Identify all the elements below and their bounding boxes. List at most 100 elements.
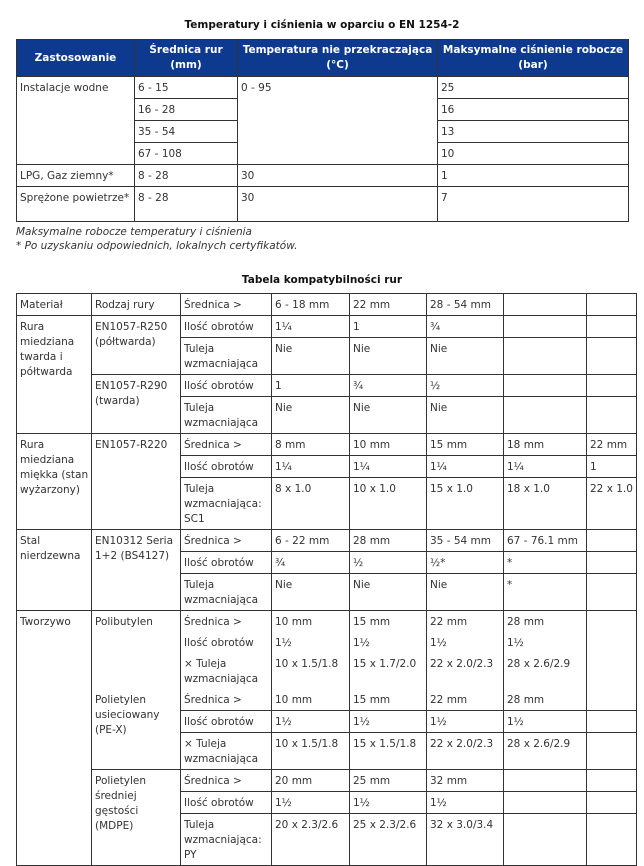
diameter-cell: 67 - 108	[134, 142, 238, 165]
pipe-type-cell: EN10312 Seria 1+2 (BS4127)	[91, 529, 181, 611]
table-row: Materiał Rodzaj rury Średnica >6 - 18 mm 22…	[16, 293, 637, 316]
value-cell: ½	[349, 551, 427, 574]
row-label: Średnica >	[180, 769, 272, 792]
row-label: Średnica >	[180, 610, 272, 632]
value-cell: Nie	[271, 396, 350, 434]
table-row: Stal nierdzewna EN10312 Seria 1+2 (BS4127…	[16, 529, 637, 611]
row-label: Średnica >	[180, 433, 272, 456]
value-cell: 22 mm	[426, 689, 504, 711]
value-cell	[586, 769, 637, 792]
value-cell: 22 mm	[586, 433, 637, 456]
row-label: Tuleja wzmacniająca	[180, 396, 272, 434]
header-cell: Zastosowanie	[16, 39, 135, 77]
value-cell: 35 - 54 mm	[426, 529, 504, 552]
pressure-cell: 1	[437, 164, 629, 187]
row-label: Ilość obrotów	[180, 315, 272, 338]
value-cell: 1½	[271, 791, 350, 814]
header-cell: Rodzaj rury	[91, 293, 181, 316]
table-row: Instalacje wodne 6 - 15 0 - 95 25	[16, 76, 629, 165]
table-row: Polietylen usieciowany (PE-X) Średnica >1…	[17, 689, 637, 770]
table2-title: Tabela kompatybilności rur	[241, 274, 403, 286]
value-cell: 67 - 76.1 mm	[503, 529, 587, 552]
table-row: Ilość obrotów 1¼ 1¼ 1¼ 1¼ 1	[17, 455, 637, 478]
table-row: Ilość obrotów 1½ 1½ 1½ 1½	[17, 710, 637, 733]
value-cell	[586, 732, 637, 770]
material-cell: Rura miedziana miękka (stan wyżarzony)	[16, 433, 92, 530]
pipe-type-cell: Polibutylen	[91, 610, 181, 689]
value-cell: 22 mm	[426, 610, 504, 632]
application-cell: LPG, Gaz ziemny*	[16, 164, 135, 187]
value-cell	[503, 791, 587, 814]
value-cell: 1	[586, 455, 637, 478]
table-row: Ilość obrotów 1½ 1½ 1½ 1½	[17, 632, 637, 653]
value-cell: 15 mm	[426, 433, 504, 456]
value-cell	[586, 689, 637, 711]
pressure-cell: 10	[437, 142, 629, 165]
header-cell: 28 - 54 mm	[426, 293, 504, 316]
value-cell: Nie	[349, 573, 427, 611]
value-cell: Nie	[426, 337, 504, 375]
value-cell: 25 mm	[349, 769, 427, 792]
value-cell: 28 mm	[503, 610, 587, 632]
header-cell: Średnica rur (mm)	[134, 39, 238, 77]
row-label: Tuleja wzmacniająca: SC1	[180, 477, 272, 530]
value-cell	[503, 813, 587, 866]
row-label: × Tuleja wzmacniająca	[180, 732, 272, 770]
value-cell: Nie	[426, 396, 504, 434]
row-label: × Tuleja wzmacniająca	[180, 653, 272, 689]
value-cell: 1½	[503, 710, 587, 733]
application-cell: Instalacje wodne	[16, 76, 135, 165]
application-cell: Sprężone powietrze*	[16, 186, 135, 222]
value-cell	[586, 610, 637, 632]
material-cell: Tworzywo	[16, 610, 92, 866]
table-row: Ilość obrotów ¾ ½ ½* *	[17, 551, 637, 574]
value-cell: ½*	[426, 551, 504, 574]
table-header-row: Zastosowanie Średnica rur (mm) Temperatu…	[16, 39, 629, 77]
value-cell: 6 - 22 mm	[271, 529, 350, 552]
value-cell: 1¼	[503, 455, 587, 478]
diameter-cell: 16 - 28	[134, 98, 238, 121]
value-cell	[586, 710, 637, 733]
value-cell: ½	[426, 374, 504, 397]
value-cell: 32 mm	[426, 769, 504, 792]
table-row: Tuleja wzmacniająca Nie Nie Nie *	[17, 573, 637, 611]
pipe-type-cell: EN1057-R220	[91, 433, 181, 530]
value-cell: 8 mm	[271, 433, 350, 456]
material-cell: Stal nierdzewna	[16, 529, 92, 611]
pipe-compatibility-table: Materiał Rodzaj rury Średnica >6 - 18 mm 22…	[16, 293, 637, 866]
value-cell	[586, 396, 637, 434]
value-cell: ¾	[426, 315, 504, 338]
row-label: Tuleja wzmacniająca	[180, 337, 272, 375]
pressure-cell: 13	[437, 120, 629, 143]
pressure-cell: 25	[437, 76, 629, 99]
value-cell: ¾	[349, 374, 427, 397]
table-row: Tuleja wzmacniająca Nie Nie Nie	[17, 396, 637, 434]
value-cell: ¾	[271, 551, 350, 574]
pipe-type-cell: EN1057-R290 (twarda)	[91, 374, 181, 434]
value-cell: 1	[349, 315, 427, 338]
diameter-cell: 6 - 15	[134, 76, 238, 99]
value-cell: 1½	[426, 791, 504, 814]
value-cell: 1¼	[271, 455, 350, 478]
row-label: Ilość obrotów	[180, 632, 272, 653]
value-cell: 1½	[349, 791, 427, 814]
table-row: EN1057-R290 (twarda) Ilość obrotów 1 ¾ ½	[17, 374, 637, 434]
header-cell: 22 mm	[349, 293, 427, 316]
header-cell: Temperatura nie przekraczająca (°C)	[237, 39, 438, 77]
value-cell	[586, 551, 637, 574]
value-cell: 1½	[426, 710, 504, 733]
value-cell: 20 mm	[271, 769, 350, 792]
header-cell: Maksymalne ciśnienie robocze (bar)	[437, 39, 629, 77]
value-cell: 1¼	[271, 315, 350, 338]
value-cell: 1½	[349, 710, 427, 733]
table-row: LPG, Gaz ziemny* 8 - 28 30 1	[16, 164, 629, 187]
value-cell	[586, 315, 637, 338]
value-cell	[586, 813, 637, 866]
row-label: Ilość obrotów	[180, 374, 272, 397]
row-label: Ilość obrotów	[180, 551, 272, 574]
note: Maksymalne robocze temperatury i ciśnien…	[16, 226, 252, 238]
value-cell	[503, 396, 587, 434]
value-cell: 1½	[503, 632, 587, 653]
value-cell: 1½	[271, 632, 350, 653]
row-label: Ilość obrotów	[180, 455, 272, 478]
